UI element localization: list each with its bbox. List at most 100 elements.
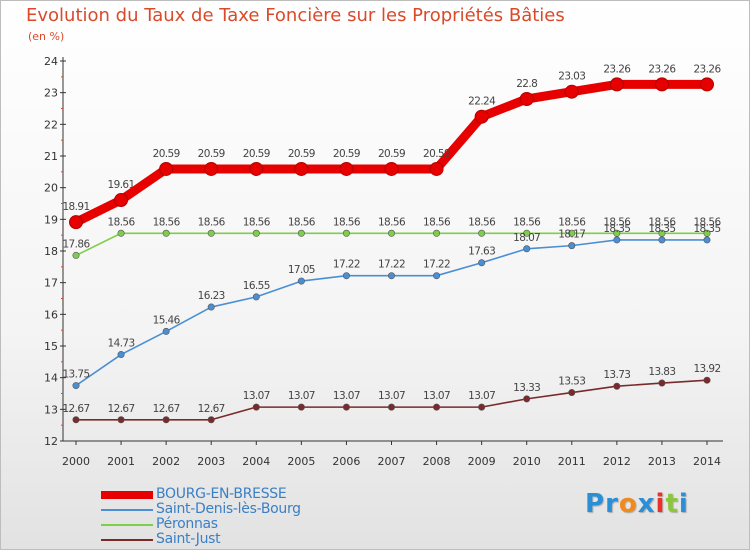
data-label: 18.56 — [693, 216, 721, 228]
data-point — [433, 272, 441, 280]
legend-label: BOURG-EN-BRESSE — [156, 486, 287, 502]
data-point — [162, 229, 170, 237]
x-tick-label: 2000 — [62, 455, 90, 468]
data-label: 23.26 — [603, 63, 631, 75]
data-label: 18.56 — [243, 216, 271, 228]
data-point — [342, 229, 350, 237]
y-tick-label: 15 — [44, 340, 58, 353]
x-tick-label: 2006 — [332, 455, 360, 468]
data-label: 18.56 — [468, 216, 496, 228]
data-point — [117, 229, 125, 237]
data-point — [204, 161, 219, 176]
data-point — [703, 236, 711, 244]
data-label: 17.22 — [333, 259, 360, 271]
x-tick-label: 2008 — [423, 455, 451, 468]
data-label: 18.56 — [648, 216, 676, 228]
data-point — [342, 272, 350, 280]
data-point — [474, 109, 489, 124]
x-tick-label: 2004 — [242, 455, 270, 468]
data-label: 17.22 — [423, 259, 450, 271]
y-tick-label: 21 — [44, 150, 58, 163]
legend-label: Péronnas — [156, 516, 218, 532]
legend-label: Saint-Denis-lès-Bourg — [156, 501, 301, 517]
data-point — [162, 416, 170, 424]
data-point — [249, 161, 264, 176]
y-tick-label: 23 — [44, 87, 58, 100]
data-label: 14.73 — [108, 338, 135, 350]
data-point — [609, 77, 624, 92]
data-label: 18.35 — [693, 223, 720, 235]
x-tick-label: 2012 — [603, 455, 631, 468]
data-point — [339, 161, 354, 176]
data-point — [613, 382, 621, 390]
y-tick-label: 13 — [44, 403, 58, 416]
data-point — [117, 351, 125, 359]
data-point — [523, 245, 531, 253]
data-label: 18.56 — [423, 216, 451, 228]
data-point — [252, 229, 260, 237]
x-tick-label: 2002 — [152, 455, 180, 468]
data-point — [117, 416, 125, 424]
logo-letter: x — [637, 489, 656, 519]
data-point — [207, 416, 215, 424]
data-label: 18.56 — [198, 216, 226, 228]
x-tick-label: 2003 — [197, 455, 225, 468]
data-label: 18.17 — [558, 229, 585, 241]
data-label: 17.05 — [288, 264, 315, 276]
data-point — [384, 161, 399, 176]
data-point — [72, 382, 80, 390]
data-point — [613, 229, 621, 237]
data-label: 20.59 — [378, 148, 405, 160]
data-label: 13.07 — [333, 390, 360, 402]
y-tick-label: 18 — [44, 245, 58, 258]
data-label: 12.67 — [62, 403, 89, 415]
data-label: 13.07 — [423, 390, 450, 402]
data-label: 13.83 — [648, 366, 675, 378]
logo-letter: P — [585, 489, 606, 519]
data-label: 20.59 — [153, 148, 180, 160]
data-label: 17.86 — [62, 238, 90, 250]
y-tick-label: 14 — [44, 372, 58, 385]
y-tick-label: 24 — [44, 55, 58, 68]
data-point — [568, 242, 576, 250]
data-point — [523, 229, 531, 237]
data-point — [72, 416, 80, 424]
x-tick-label: 2009 — [468, 455, 496, 468]
data-label: 13.07 — [468, 390, 495, 402]
data-point — [568, 389, 576, 397]
data-point — [433, 229, 441, 237]
logo-letter: i — [655, 489, 666, 519]
legend-swatch — [101, 491, 153, 499]
data-label: 16.55 — [243, 280, 270, 292]
data-point — [658, 236, 666, 244]
data-point — [387, 403, 395, 411]
data-label: 20.59 — [243, 148, 270, 160]
data-point — [207, 303, 215, 311]
data-label: 13.07 — [243, 390, 270, 402]
chart-title: Evolution du Taux de Taxe Foncière sur l… — [26, 5, 565, 26]
data-label: 18.56 — [378, 216, 406, 228]
y-tick-label: 19 — [44, 213, 58, 226]
data-label: 13.07 — [378, 390, 405, 402]
proxiti-logo: Proxiti — [585, 489, 689, 519]
x-tick-label: 2007 — [378, 455, 406, 468]
data-label: 18.07 — [513, 232, 540, 244]
x-tick-label: 2010 — [513, 455, 541, 468]
logo-letter: r — [605, 489, 619, 519]
data-label: 12.67 — [108, 403, 135, 415]
data-point — [703, 376, 711, 384]
chart-subtitle: (en %) — [28, 30, 65, 43]
x-tick-label: 2013 — [648, 455, 676, 468]
logo-letter: i — [678, 489, 689, 519]
data-label: 18.56 — [558, 216, 586, 228]
x-tick-label: 2001 — [107, 455, 135, 468]
data-label: 13.75 — [62, 369, 89, 381]
y-tick-label: 22 — [44, 118, 58, 131]
legend-swatch — [101, 539, 153, 541]
data-label: 22.8 — [516, 78, 537, 90]
data-label: 18.56 — [513, 216, 541, 228]
data-label: 17.22 — [378, 259, 405, 271]
data-point — [433, 403, 441, 411]
